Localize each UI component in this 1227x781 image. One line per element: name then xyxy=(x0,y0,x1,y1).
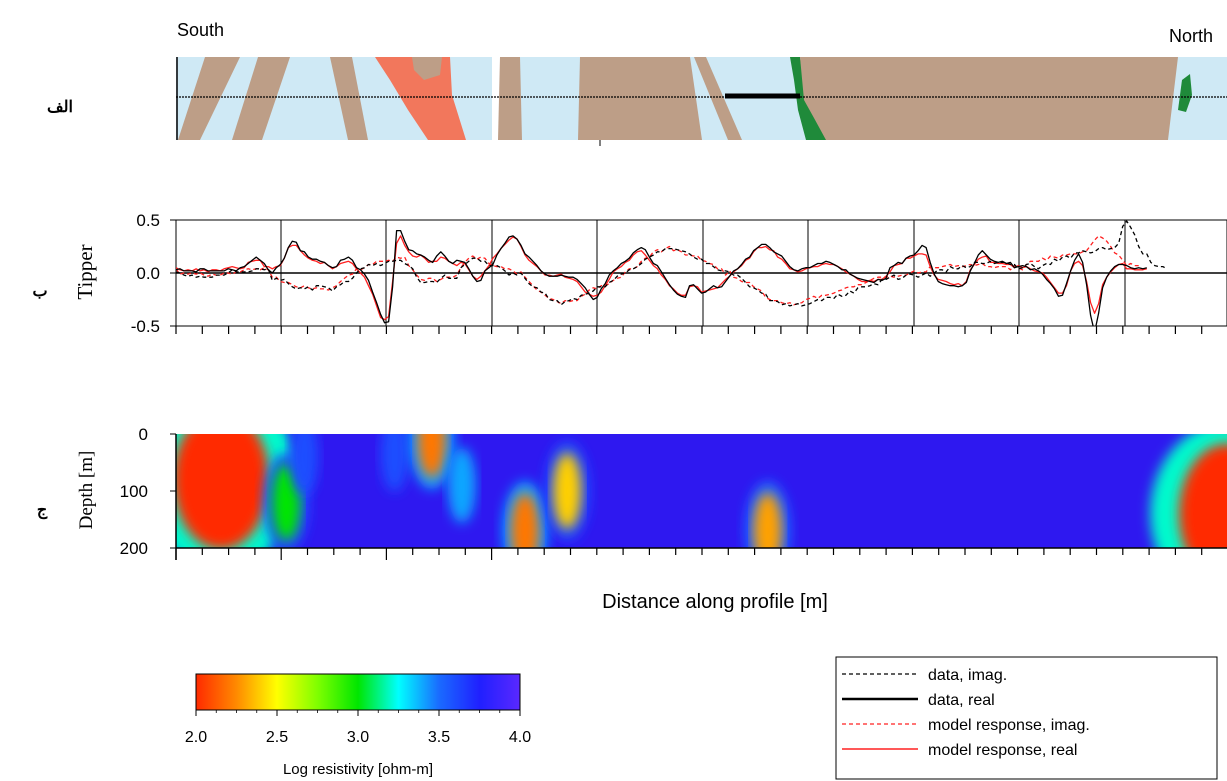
tipper-x-ticks xyxy=(175,326,1203,334)
geology-unit-green xyxy=(1178,74,1192,112)
depth-ylabel: Depth [m] xyxy=(76,451,97,530)
tipper-ytick-label: -0.5 xyxy=(131,317,160,336)
geology-section: South North xyxy=(176,20,1227,146)
colorbar-tick-label: 2.5 xyxy=(266,729,288,746)
resistivity-bodies xyxy=(176,434,1227,548)
panel-label-a: الف xyxy=(47,99,73,116)
depth-x-ticks xyxy=(175,434,1227,560)
geology-unit-orange xyxy=(375,57,466,140)
colorbar-label: Log resistivity [ohm-m] xyxy=(283,761,433,778)
legend-entry-label: data, imag. xyxy=(928,667,1007,684)
panel-label-b: ب xyxy=(32,283,47,300)
colorbar-tick-label: 3.0 xyxy=(347,729,369,746)
north-label: North xyxy=(1169,26,1213,46)
resistivity-body xyxy=(1179,443,1227,548)
tipper-ytick-label: 0.0 xyxy=(136,264,160,283)
geology-unit-brown xyxy=(578,57,702,140)
distance-xlabel: Distance along profile [m] xyxy=(602,591,828,613)
legend-entry-label: model response, real xyxy=(928,742,1077,759)
tipper-ytick-label: 0.5 xyxy=(136,211,160,230)
tipper-series-data-real xyxy=(176,229,1147,326)
resistivity-body xyxy=(447,447,476,524)
resistivity-body xyxy=(380,434,409,492)
legend-entries: data, imag. data, real model response, ima… xyxy=(842,667,1090,759)
resistivity-body xyxy=(511,492,539,548)
resistivity-body xyxy=(553,453,582,529)
panel-label-c: ج xyxy=(37,502,48,520)
colorbar-gradient xyxy=(195,673,521,711)
geology-unit-brown xyxy=(694,57,742,140)
tipper-series-model-response-imag xyxy=(176,235,1139,306)
colorbar-tick-label: 3.5 xyxy=(428,729,450,746)
geology-unit-brown xyxy=(800,57,1178,140)
depth-ytick-label: 100 xyxy=(120,482,148,501)
geology-unit-brown xyxy=(178,57,240,140)
legend-entry-label: model response, imag. xyxy=(928,717,1090,734)
geology-unit-brown xyxy=(498,57,522,140)
resistivity-background xyxy=(176,434,1227,548)
tipper-series xyxy=(176,220,1168,326)
tipper-panel: Tipper 0.5 0.0 -0.5 xyxy=(73,211,1227,336)
geology-unit-brown xyxy=(330,57,368,140)
geology-unit-brown xyxy=(412,57,442,80)
geology-unit-brown xyxy=(232,57,290,140)
colorbar-ticks: 2.0 2.5 3.0 3.5 4.0 xyxy=(185,710,531,746)
resistivity-panel: Depth [m] 0 100 200 Distance along profile… xyxy=(76,425,1227,613)
resistivity-body xyxy=(290,434,319,495)
south-label: South xyxy=(177,20,224,40)
tipper-ylabel: Tipper xyxy=(73,244,97,299)
tipper-series-model-response-real xyxy=(176,235,1147,321)
legend-entry-label: data, real xyxy=(928,692,995,709)
geology-unit-green xyxy=(790,57,830,140)
resistivity-body xyxy=(176,434,270,548)
tipper-y-ticks: 0.5 0.0 -0.5 xyxy=(131,211,176,336)
depth-ytick-label: 0 xyxy=(139,425,148,444)
depth-y-ticks: 0 100 200 xyxy=(120,425,176,558)
geology-gap xyxy=(492,57,500,140)
colorbar: 2.0 2.5 3.0 3.5 4.0 Log resistivity [ohm-m] xyxy=(185,673,531,778)
tipper-series-data-imag xyxy=(176,220,1168,307)
depth-ytick-label: 200 xyxy=(120,539,148,558)
legend-box xyxy=(835,656,1218,780)
colorbar-tick-label: 4.0 xyxy=(509,729,531,746)
legend: data, imag. data, real model response, ima… xyxy=(835,656,1218,780)
colorbar-tick-label: 2.0 xyxy=(185,729,207,746)
resistivity-body xyxy=(417,434,446,478)
resistivity-body xyxy=(272,464,301,541)
resistivity-body xyxy=(753,492,782,548)
